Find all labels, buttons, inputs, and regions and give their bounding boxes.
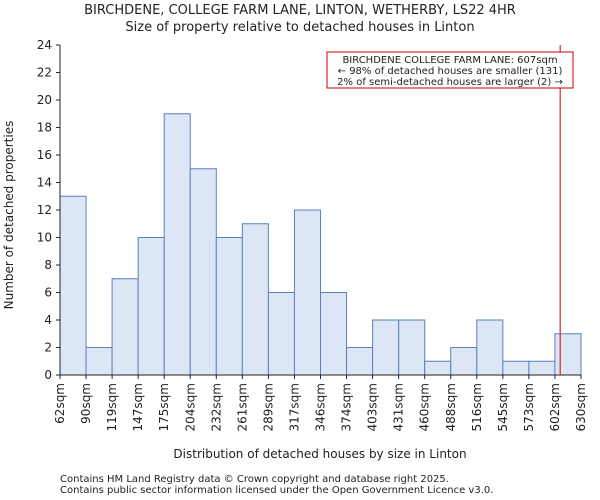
histogram-bar xyxy=(346,347,374,376)
histogram-bar xyxy=(215,237,243,376)
property-annotation-box: BIRCHDENE COLLEGE FARM LANE: 607sqm ← 98… xyxy=(326,51,574,89)
histogram-bar xyxy=(111,278,139,376)
annotation-line-1: BIRCHDENE COLLEGE FARM LANE: 607sqm xyxy=(342,55,557,66)
y-tick-label: 0 xyxy=(44,368,52,382)
histogram-bar xyxy=(320,292,348,376)
histogram-bar xyxy=(293,209,322,376)
y-tick-label: 18 xyxy=(37,121,52,135)
histogram-bar xyxy=(502,360,530,376)
y-tick-label: 10 xyxy=(37,231,52,245)
y-tick-label: 14 xyxy=(37,176,52,190)
y-axis-label: Number of detached properties xyxy=(2,121,16,310)
x-tick-label: 90sqm xyxy=(79,383,93,424)
x-tick-label: 346sqm xyxy=(314,383,328,431)
footer-licence: Contains public sector information licen… xyxy=(60,485,494,496)
x-tick-label: 62sqm xyxy=(53,383,67,424)
x-tick-label: 119sqm xyxy=(105,383,119,431)
y-tick-label: 20 xyxy=(37,93,52,107)
x-tick-label: 317sqm xyxy=(287,383,301,431)
histogram-bar xyxy=(424,360,452,376)
x-tick-label: 573sqm xyxy=(522,383,536,431)
histogram-bar xyxy=(241,223,269,376)
y-tick-label: 22 xyxy=(37,66,52,80)
x-tick-label: 204sqm xyxy=(183,383,197,431)
x-tick-label: 403sqm xyxy=(366,383,380,431)
x-tick-label: 289sqm xyxy=(261,383,275,431)
histogram-bar xyxy=(85,347,113,376)
y-tick-label: 8 xyxy=(44,258,52,272)
chart-title: Size of property relative to detached ho… xyxy=(125,20,475,35)
histogram-bar xyxy=(267,292,295,376)
histogram-bar xyxy=(554,333,582,376)
chart-title-address: BIRCHDENE, COLLEGE FARM LANE, LINTON, WE… xyxy=(84,3,516,18)
x-axis-label: Distribution of detached houses by size … xyxy=(173,447,466,461)
histogram-bar xyxy=(137,237,165,376)
x-tick-label: 602sqm xyxy=(548,383,562,431)
histogram-bar xyxy=(372,319,400,376)
histogram-bar xyxy=(59,195,87,376)
histogram-bar xyxy=(398,319,426,376)
x-tick-label: 261sqm xyxy=(235,383,249,431)
x-tick-label: 175sqm xyxy=(157,383,171,431)
histogram-bar xyxy=(476,319,504,376)
histogram-bar xyxy=(450,347,478,376)
y-tick-label: 12 xyxy=(37,203,52,217)
histogram-bar xyxy=(189,168,217,376)
y-tick-label: 16 xyxy=(37,148,52,162)
y-tick-label: 4 xyxy=(44,313,52,327)
footer-copyright: Contains HM Land Registry data © Crown c… xyxy=(60,474,449,485)
x-tick-label: 431sqm xyxy=(392,383,406,431)
y-tick-label: 6 xyxy=(44,286,52,300)
x-tick-label: 488sqm xyxy=(444,383,458,431)
annotation-line-2: ← 98% of detached houses are smaller (13… xyxy=(338,66,563,77)
x-tick-label: 545sqm xyxy=(496,383,510,431)
x-tick-label: 374sqm xyxy=(340,383,354,431)
annotation-line-3: 2% of semi-detached houses are larger (2… xyxy=(337,77,563,88)
histogram-bar xyxy=(163,113,191,376)
x-tick-label: 232sqm xyxy=(209,383,223,431)
y-tick-label: 2 xyxy=(44,341,52,355)
x-tick-label: 147sqm xyxy=(131,383,145,431)
x-tick-label: 516sqm xyxy=(470,383,484,431)
x-tick-label: 460sqm xyxy=(418,383,432,431)
x-tick-label: 630sqm xyxy=(574,383,588,431)
y-tick-label: 24 xyxy=(37,38,52,52)
histogram-bar xyxy=(528,360,556,376)
